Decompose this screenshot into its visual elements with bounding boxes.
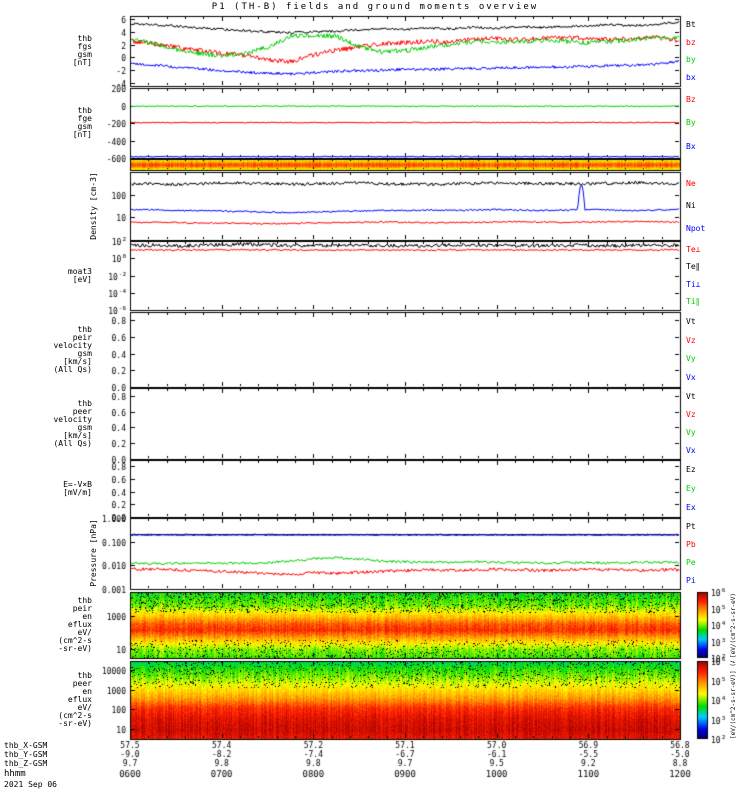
series-label-vx: Vx — [686, 445, 696, 455]
series-label-ti: Ti∥ — [686, 296, 700, 306]
series-label-by: by — [686, 55, 696, 65]
series-label-ti: Ti⊥ — [686, 279, 701, 289]
panel-efield-ylabel: E=-V×B [mV/m] — [63, 479, 92, 497]
series-label-bz: bz — [686, 37, 696, 47]
series-label-te: Te⊥ — [686, 245, 701, 255]
legend-moat3: Te⊥ Te∥ Ti⊥ Ti∥ — [686, 241, 732, 310]
series-label-vz: Vz — [686, 410, 696, 420]
panel-pressure-ylabel: Pressure [nPa] — [89, 519, 98, 587]
series-label-bz: Bz — [686, 95, 696, 105]
series-label-vx: Vx — [686, 373, 696, 383]
series-label-bt: Bt — [686, 20, 696, 30]
peir-colorbar-unit-label: [eV/(cm^2-s-sr-eV)] (All Qs) — [730, 592, 737, 658]
series-label-vy: Vy — [686, 427, 696, 437]
series-label-te: Te∥ — [686, 262, 700, 272]
series-label-pt: Pt — [686, 522, 696, 532]
series-label-pe: Pe — [686, 557, 696, 567]
panel-peer-velocity-ylabel: thb peer velocity gsm [km/s] (All Qs) — [53, 398, 92, 448]
xaxis-row-label-ygsm: thb_Y-GSM — [4, 750, 48, 759]
date-label: 2021 Sep 06 — [4, 780, 57, 789]
series-label-by: By — [686, 118, 696, 128]
series-label-ni: Ni — [686, 201, 696, 211]
series-label-bx: Bx — [686, 141, 696, 151]
series-label-ey: Ey — [686, 484, 696, 493]
xaxis-row-label-hhmm: hhmm — [4, 769, 26, 779]
series-label-ez: Ez — [686, 465, 696, 474]
series-label-pb: Pb — [686, 540, 696, 550]
series-label-ne: Ne — [686, 178, 696, 188]
panel-moat3-ylabel: moat3 [eV] — [67, 266, 92, 284]
panel-fgs-ylabel: thb fgs gsm [nT] — [72, 34, 92, 67]
xaxis-row-label-xgsm: thb_X-GSM — [4, 741, 48, 750]
legend-fge: Bz By Bx — [686, 88, 732, 158]
series-label-vt: Vt — [686, 392, 696, 402]
legend-peir-velocity: Vt Vz Vy Vx — [686, 312, 732, 387]
series-label-vy: Vy — [686, 354, 696, 364]
peer-colorbar-unit-label: [eV/(cm^2-s-sr-eV)] (All Qs) — [730, 661, 737, 739]
legend-fgs: Bt bz by bx — [686, 16, 732, 86]
legend-pressure: Pt Pb Pe Pi — [686, 518, 732, 589]
panel-peer-spec-ylabel: thb peer en eflux eV/ (cm^2-s -sr-eV) — [58, 671, 92, 728]
panel-fge-ylabel: thb fge gsm [nT] — [72, 106, 92, 139]
xaxis-row-label-zgsm: thb_Z-GSM — [4, 759, 48, 768]
legend-density: Ne Ni Npot — [686, 172, 732, 240]
page-title: P1 (TH-B) fields and ground moments over… — [211, 2, 539, 12]
series-label-bx: bx — [686, 72, 696, 82]
panel-density-ylabel: Density [cm-3] — [89, 172, 98, 240]
series-label-npot: Npot — [686, 224, 706, 234]
legend-efield: Ez Ey Ex — [686, 460, 732, 517]
panel-peir-spec-ylabel: thb peir en eflux eV/ (cm^2-s -sr-eV) — [58, 596, 92, 653]
series-label-pi: Pi — [686, 575, 696, 585]
series-label-vz: Vz — [686, 335, 696, 345]
panel-peir-velocity-ylabel: thb peir velocity gsm [km/s] (All Qs) — [53, 324, 92, 374]
legend-peer-velocity: Vt Vz Vy Vx — [686, 388, 732, 459]
series-label-ex: Ex — [686, 503, 696, 512]
series-label-vt: Vt — [686, 316, 696, 326]
